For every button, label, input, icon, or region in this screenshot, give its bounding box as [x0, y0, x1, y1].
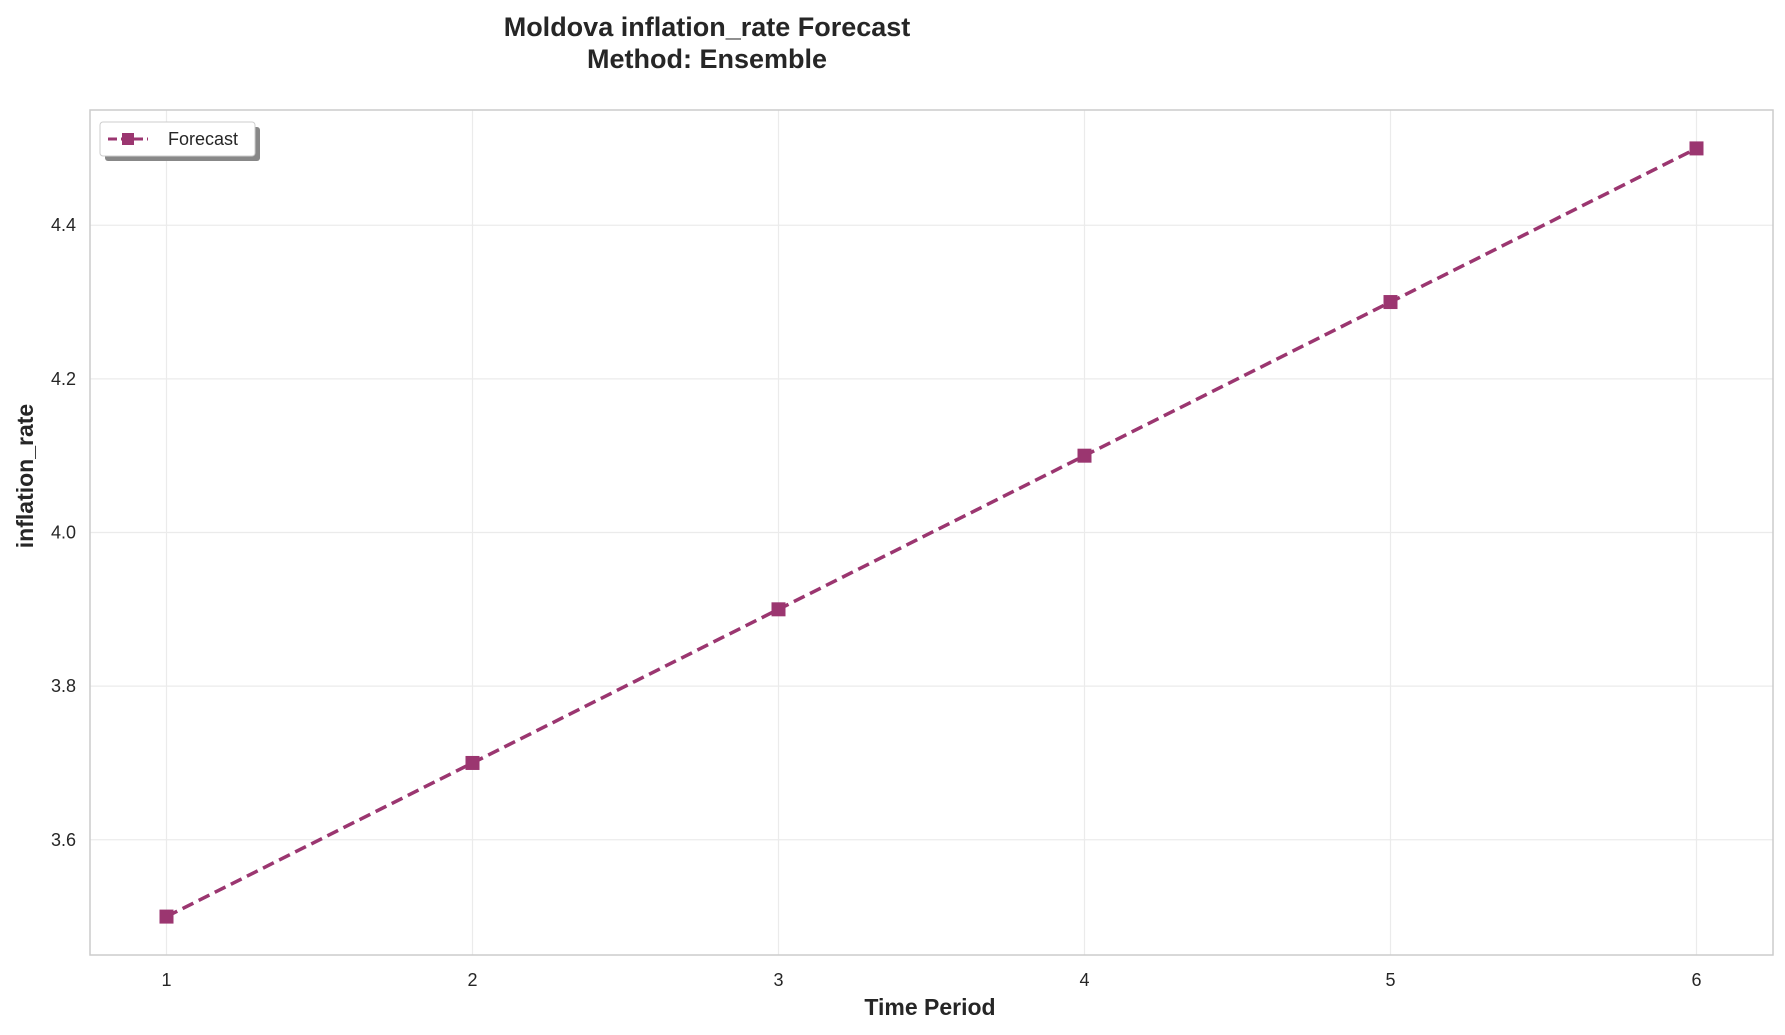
y-axis-label: inflation_rate — [12, 404, 38, 548]
y-tick-label: 4.4 — [51, 215, 76, 235]
series-layer — [159, 141, 1704, 924]
data-point-marker — [465, 755, 480, 770]
plot-frame — [89, 109, 1774, 956]
data-point-marker — [771, 602, 786, 617]
x-tick-label: 4 — [1079, 970, 1089, 990]
y-tick-label: 3.8 — [51, 676, 76, 696]
data-point-marker — [1077, 448, 1092, 463]
y-tick-label: 4.0 — [51, 523, 76, 543]
x-tick-label: 1 — [161, 970, 171, 990]
legend: Forecast — [99, 121, 260, 161]
y-tick-label: 4.2 — [51, 369, 76, 389]
plot-area: 1 2 3 4 5 6 3.6 3.8 4.0 4.2 4.4 — [51, 109, 1774, 990]
x-tick-label: 6 — [1691, 970, 1701, 990]
y-axis-ticks: 3.6 3.8 4.0 4.2 4.4 — [51, 215, 76, 850]
x-tick-label: 2 — [467, 970, 477, 990]
legend-marker-sample — [122, 133, 134, 145]
data-point-marker — [1383, 295, 1398, 310]
legend-label-forecast: Forecast — [168, 129, 238, 149]
data-point-marker — [159, 909, 174, 924]
data-point-marker — [1689, 141, 1704, 156]
legend-box — [99, 121, 256, 157]
x-tick-label: 5 — [1385, 970, 1395, 990]
x-axis-label: Time Period — [864, 994, 995, 1020]
series-line-forecast — [165, 146, 1698, 919]
chart-subtitle: Method: Ensemble — [587, 44, 827, 74]
x-tick-label: 3 — [773, 970, 783, 990]
x-axis-ticks: 1 2 3 4 5 6 — [161, 970, 1701, 990]
y-tick-label: 3.6 — [51, 830, 76, 850]
chart-title: Moldova inflation_rate Forecast — [504, 12, 911, 42]
